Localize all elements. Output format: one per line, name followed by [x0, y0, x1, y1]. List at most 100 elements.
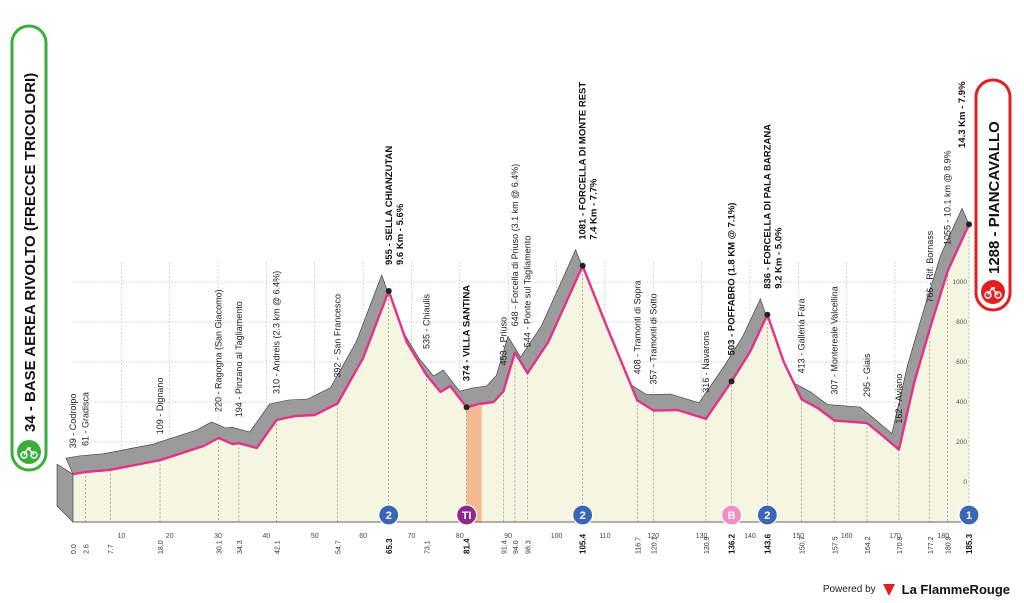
waypoint-name: 109 - Dignano: [155, 378, 165, 435]
marker-label: 2: [764, 510, 770, 522]
powered-by-text: Powered by: [822, 584, 876, 595]
finish-pill: 1288 - PIANCAVALLO 14.3 Km - 7.9%: [957, 78, 1012, 312]
waypoint-name: 453 - Priuso: [498, 317, 508, 366]
km-tick-label: 30: [214, 533, 222, 540]
waypoint-name: 307 - Montereale Valcellina: [830, 286, 840, 394]
km-tick-label: 170: [889, 533, 901, 540]
waypoint-name: 357 - Tramonti di Sotto: [649, 294, 659, 385]
waypoint-km: 42.1: [275, 540, 282, 554]
altitude-axis: 0 200 400 600 800 1000: [953, 279, 968, 486]
finish-label: 1288 - PIANCAVALLO: [986, 121, 1003, 274]
waypoint-km: 91.4: [501, 540, 508, 554]
waypoint-km: 94.0: [513, 540, 520, 554]
waypoint-name: 61 - Gradisca: [81, 392, 91, 446]
waypoint-km: 65.3: [385, 538, 394, 554]
altitude-tick-label: 0: [963, 479, 967, 486]
waypoint-name: 220 - Ragogna (San Giacomo): [214, 289, 224, 412]
waypoint-name: 374 - VILLA SANTINA: [462, 285, 473, 381]
waypoint-name: 766 - Rif. Bornass: [925, 230, 935, 303]
waypoint-km: 120.1: [652, 536, 659, 554]
finish-cyclist-icon: [981, 280, 1005, 304]
waypoint-name: 194 - Pinzano al Tagliamento: [234, 301, 244, 417]
start-cyclist-icon: [17, 440, 41, 464]
altitude-tick-label: 800: [956, 319, 967, 326]
waypoint-name: 316 - Navarons: [701, 331, 711, 393]
waypoint-name: 162 - Aviano: [894, 374, 904, 424]
km-tick-label: 180: [938, 533, 950, 540]
start-pill: 34 - BASE AEREA RIVOLTO (FRECCE TRICOLOR…: [10, 24, 48, 472]
waypoint-km: 180.9: [946, 536, 953, 554]
km-tick-label: 90: [504, 533, 512, 540]
km-tick-label: 150: [792, 533, 804, 540]
waypoint-name: 1081 - FORCELLA DI MONTE REST: [578, 82, 589, 240]
marker-gpm1-icon: [958, 504, 980, 526]
km-tick-label: 120: [647, 533, 659, 540]
marker-gpm2-icon: [378, 504, 400, 526]
waypoint-name: 836 - FORCELLA DI PALA BARZANA: [762, 124, 773, 289]
waypoint-km: 2.6: [84, 544, 91, 554]
finish-climb-info: 14.3 Km - 7.9%: [957, 81, 968, 148]
altitude-tick-label: 1000: [953, 279, 968, 286]
waypoint-name: 310 - Andreis (2.3 km @ 6.4%): [272, 271, 282, 394]
footer: Powered by La FlammeRouge: [823, 582, 1010, 597]
profile-fill: [73, 224, 969, 522]
km-tick-label: 140: [744, 533, 756, 540]
altitude-tick-label: 200: [956, 439, 967, 446]
waypoint-name: 392 - San Francesco: [332, 294, 342, 378]
waypoint-km: 105.4: [579, 533, 588, 554]
km-axis: 10 20 30 40 50 60 70 80 90 100 110 120 130 140 150 160 1…: [117, 533, 949, 540]
waypoint-km: 18.0: [158, 540, 165, 554]
marker-label: TI: [462, 510, 472, 522]
waypoint-km: 34.3: [237, 540, 244, 554]
waypoint-climb-info: 9.6 Km - 5.6%: [395, 203, 406, 265]
waypoint-km: 136.2: [728, 533, 737, 554]
waypoint-km: 73.1: [424, 540, 431, 554]
km-tick-label: 110: [599, 533, 610, 540]
km-tick-label: 10: [117, 533, 125, 540]
waypoint-name: 295 - Giais: [862, 353, 872, 397]
km-tick-label: 20: [166, 533, 174, 540]
sprint-band: [466, 406, 482, 522]
waypoint-km: 98.3: [526, 540, 533, 554]
profile-start-wedge: [56, 463, 74, 523]
waypoint-km: 170.8: [897, 536, 904, 554]
km-tick-label: 60: [359, 533, 367, 540]
marker-gpm2-icon: [756, 504, 778, 526]
waypoint-km: 81.4: [463, 538, 472, 554]
waypoint-dot: [385, 288, 392, 294]
altitude-tick-label: 600: [956, 359, 967, 366]
waypoint-km: 150.7: [800, 536, 807, 554]
waypoint-km: 130.9: [704, 536, 711, 554]
marker-gpm2-icon: [572, 504, 594, 526]
brand-name: La FlammeRouge: [901, 582, 1010, 597]
altitude-tick-label: 400: [956, 399, 967, 406]
waypoint-climb-info: 7.4 Km - 7.7%: [589, 178, 600, 240]
marker-label: 2: [580, 510, 586, 522]
climb-markers: 2 TI 2 B 2 1: [378, 504, 980, 526]
waypoint-name: 503 - POFFABRO (1.8 KM @ 7.1%): [727, 203, 738, 356]
waypoint-name: 39 - Codroipo: [68, 394, 78, 449]
km-tick-label: 50: [311, 533, 319, 540]
waypoint-km: 116.7: [635, 537, 642, 554]
waypoint-name: 1055 - 10.1 km @ 8.9%: [943, 150, 953, 245]
marker-label: 2: [386, 510, 392, 522]
waypoint-km: 164.2: [865, 536, 872, 554]
waypoint-dot: [579, 262, 586, 269]
marker-bonus-icon: [720, 504, 743, 526]
waypoint-dot: [728, 378, 735, 385]
waypoint-km: 185.3: [965, 533, 974, 554]
waypoint-km: 143.6: [763, 533, 772, 554]
waypoint-name: 535 - Chiaulis: [421, 293, 431, 349]
waypoint-km: 0.0: [71, 544, 78, 554]
waypoint-name: 544 - Ponte sul Tagliamento: [523, 236, 533, 347]
waypoint-km: 157.5: [833, 536, 840, 554]
marker-sprint-icon: [456, 504, 478, 526]
km-tick-label: 100: [551, 533, 563, 540]
waypoint-km: 30.1: [217, 540, 224, 554]
marker-label: B: [728, 510, 736, 522]
start-label: 34 - BASE AEREA RIVOLTO (FRECCE TRICOLOR…: [22, 73, 39, 432]
profile-line: [72, 223, 971, 476]
waypoint-dot: [764, 311, 771, 318]
